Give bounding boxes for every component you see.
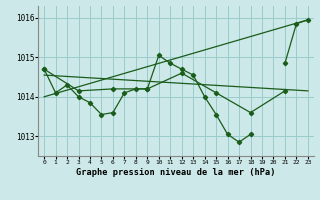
X-axis label: Graphe pression niveau de la mer (hPa): Graphe pression niveau de la mer (hPa) xyxy=(76,168,276,177)
